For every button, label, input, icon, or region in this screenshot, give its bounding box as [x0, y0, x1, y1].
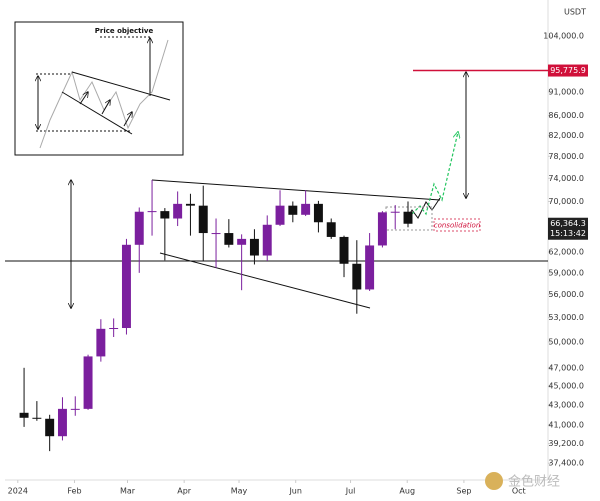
- label-box: [433, 218, 481, 232]
- candle-body: [160, 211, 170, 219]
- candle-body: [198, 205, 208, 234]
- inset-channel: [61, 91, 133, 135]
- candle-body: [32, 417, 42, 419]
- projection: [411, 132, 458, 216]
- candle-body: [249, 238, 259, 256]
- candle-body: [224, 233, 234, 245]
- y-tick-label: 70,000.0: [548, 197, 584, 206]
- y-tick-label: 50,000.0: [548, 337, 584, 346]
- unit-label: USDT: [564, 8, 586, 17]
- x-tick-label: Oct: [512, 487, 526, 496]
- y-tick-label: 43,000.0: [548, 400, 584, 409]
- watermark-logo: [485, 472, 503, 490]
- candle-body: [185, 203, 195, 206]
- x-tick-label: May: [231, 487, 248, 496]
- y-tick-label: 86,000.0: [548, 111, 584, 120]
- candle-body: [275, 205, 285, 225]
- consolidation-label: consolidation: [434, 222, 481, 230]
- candle-body: [121, 244, 131, 329]
- x-tick-label: Jul: [345, 487, 356, 496]
- y-tick-label: 59,000.0: [548, 268, 584, 277]
- candle-body: [70, 408, 80, 410]
- candle-body: [288, 205, 298, 215]
- candle-body: [19, 412, 29, 418]
- y-tick-label: 82,000.0: [548, 131, 584, 140]
- y-tick-label: 45,000.0: [548, 381, 584, 390]
- x-tick-label: 2024: [8, 487, 28, 496]
- x-tick-label: Aug: [399, 487, 415, 496]
- candle-body: [173, 203, 183, 219]
- trendline: [159, 252, 371, 309]
- y-tick-label: 104,000.0: [543, 32, 584, 41]
- candle-body: [211, 233, 221, 235]
- y-tick-label: 78,000.0: [548, 152, 584, 161]
- candle-body: [301, 203, 311, 215]
- inset-title: Price objective: [95, 27, 154, 35]
- candle-body: [262, 224, 272, 256]
- candle-body: [96, 328, 106, 357]
- y-tick-label: 74,000.0: [548, 174, 584, 183]
- x-tick-label: Sep: [456, 487, 471, 496]
- x-tick-label: Feb: [67, 487, 81, 496]
- y-tick-label: 56,000.0: [548, 290, 584, 299]
- candle-body: [339, 236, 349, 264]
- candle-body: [109, 328, 119, 330]
- last-price-tag: [548, 217, 588, 240]
- x-tick-label: Apr: [177, 487, 192, 496]
- candle-body: [45, 418, 55, 437]
- watermark-text: 金色财经: [508, 474, 560, 490]
- countdown: 15:13:42: [550, 229, 586, 238]
- candle-body: [390, 211, 400, 213]
- y-tick-label: 37,400.0: [548, 459, 584, 468]
- inset-arrow: [79, 92, 88, 105]
- candle-body: [365, 245, 375, 290]
- candle-body: [83, 356, 93, 409]
- inset-arrow: [123, 112, 132, 127]
- x-tick-label: Mar: [120, 487, 136, 496]
- watermark: 金色财经: [485, 472, 560, 490]
- candle-body: [313, 203, 323, 223]
- candle-body: [237, 238, 247, 245]
- consolidation-box: [385, 206, 433, 231]
- last-price-label: 66,364.3: [550, 219, 586, 228]
- inset-arrow: [101, 100, 110, 115]
- y-tick-label: 39,200.0: [548, 439, 584, 448]
- candle-body: [134, 211, 144, 245]
- target-tag: [548, 64, 588, 77]
- inset: Price objective: [14, 21, 184, 156]
- candle-body: [57, 408, 67, 437]
- candle-body: [147, 211, 157, 213]
- x-tick-label: Jun: [288, 487, 302, 496]
- candle-body: [403, 211, 413, 224]
- inset-frame: [14, 21, 184, 156]
- y-tick-label: 53,000.0: [548, 313, 584, 322]
- y-tick-label: 91,000.0: [548, 87, 584, 96]
- candle-body: [352, 263, 362, 290]
- trendline: [151, 179, 441, 201]
- candle-body: [377, 212, 387, 246]
- target-tag-label: 95,775.9: [550, 66, 586, 75]
- y-tick-label: 41,000.0: [548, 420, 584, 429]
- y-tick-label: 47,000.0: [548, 363, 584, 372]
- candle-body: [326, 222, 336, 237]
- y-tick-label: 62,000.0: [548, 248, 584, 257]
- inset-channel: [71, 71, 171, 101]
- inset-price: [39, 39, 169, 149]
